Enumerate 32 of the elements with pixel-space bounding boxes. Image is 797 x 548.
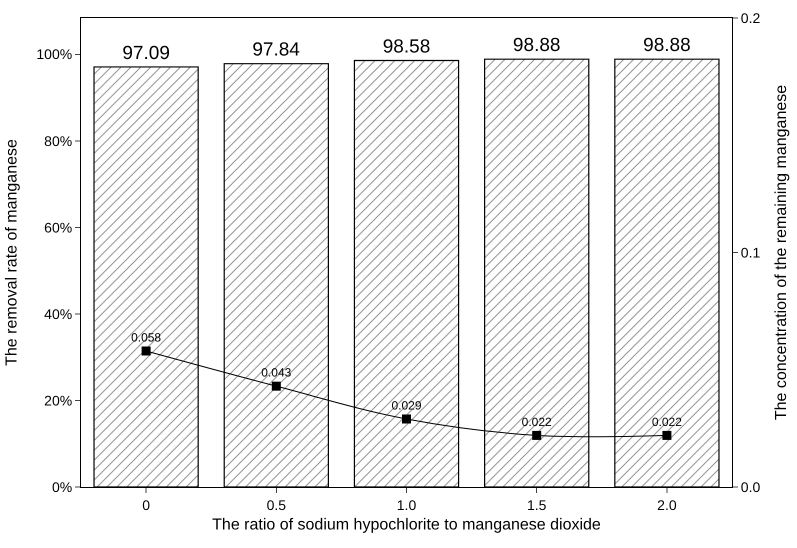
data-label: 0.043 (261, 366, 292, 380)
y2-tick-label: 0.2 (740, 10, 760, 26)
y-tick-label: 0% (52, 478, 72, 495)
x-axis-title: The ratio of sodium hypochlorite to manganese dioxide (212, 516, 601, 534)
data-label: 98.88 (512, 35, 560, 56)
data-label: 97.84 (252, 40, 300, 61)
point (272, 382, 281, 391)
y2-tick-label: 0.0 (740, 478, 760, 495)
data-label: 0.058 (131, 330, 162, 344)
point (532, 430, 542, 440)
x-tick-label: 0.5 (266, 496, 286, 513)
y2-tick-label: 0.1 (740, 244, 760, 260)
data-label: 0.022 (522, 414, 552, 429)
x-tick-label: 1.5 (526, 496, 547, 513)
x-tick-label: 0 (142, 496, 150, 513)
point (142, 346, 151, 356)
data-label: 0.022 (652, 414, 682, 429)
y-tick-label: 60% (44, 219, 72, 236)
y-axis-title: The removal rate of manganese (3, 139, 20, 366)
point (662, 430, 672, 440)
y2-axis-title: The concentration of the remaining manganese (773, 84, 790, 420)
data-label: 0.029 (391, 398, 422, 412)
data-label: 98.58 (382, 36, 430, 58)
data-label: 98.88 (643, 35, 691, 56)
data-label: 97.09 (122, 42, 170, 64)
y-tick-label: 40% (44, 306, 72, 322)
y-tick-label: 100% (36, 46, 72, 62)
x-tick-label: 1.0 (396, 496, 416, 513)
x-tick-label: 2.0 (657, 496, 677, 513)
point (402, 414, 411, 424)
y-tick-label: 20% (44, 392, 72, 408)
y-tick-label: 80% (44, 132, 72, 149)
